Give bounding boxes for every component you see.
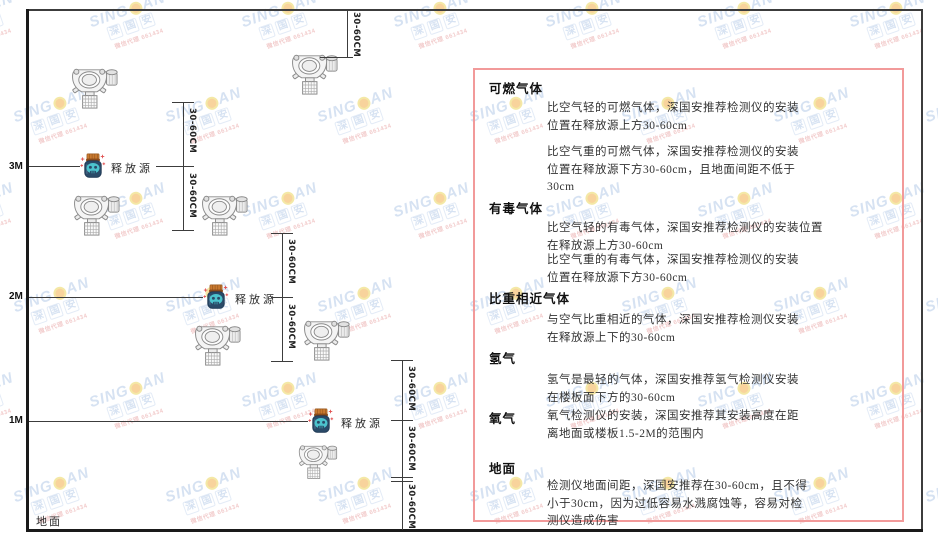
dimension-label: 30-60CM xyxy=(406,426,416,472)
gas-detector-icon xyxy=(73,195,120,236)
dimension-tick xyxy=(391,477,413,478)
installation-guide-panel: 可燃气体 比空气轻的可燃气体，深国安推荐检测仪的安装 位置在释放源上方30-60… xyxy=(473,68,904,527)
section-heading-toxic-gas: 有毒气体 xyxy=(489,202,544,216)
level-label-1m: 1M xyxy=(9,415,23,426)
release-source-icon xyxy=(308,408,334,433)
ground-line xyxy=(27,529,923,532)
dimension-line xyxy=(402,360,403,530)
gas-detector-icon xyxy=(194,325,241,366)
gas-detector-icon xyxy=(291,54,338,95)
dimension-label: 30-60CM xyxy=(286,304,296,350)
dimension-label: 30-60CM xyxy=(406,366,416,412)
gas-detector-icon xyxy=(71,68,118,109)
section-paragraph: 检测仪地面间距，深国安推荐在30-60cm，且不得 小于30cm，因为过低容易水… xyxy=(547,480,808,527)
dimension-tick xyxy=(337,10,358,11)
dimension-label: 30-60CM xyxy=(187,173,197,219)
section-paragraph: 比空气重的可燃气体，深国安推荐检测仪的安装 位置在释放源下方30-60cm，且地… xyxy=(547,146,799,193)
section-heading-combustible-gas: 可燃气体 xyxy=(489,82,544,96)
release-source-label: 释放源 xyxy=(341,418,383,430)
dimension-tick xyxy=(172,102,194,103)
dimension-tick xyxy=(391,420,413,421)
gas-detector-icon xyxy=(298,445,338,479)
section-paragraph: 与空气比重相近的气体，深国安推荐检测仪安装 在释放源上下的30-60cm xyxy=(547,314,799,344)
section-paragraph: 氢气是最轻的气体，深国安推荐氢气检测仪安装 在楼板面下方的30-60cm xyxy=(547,374,799,404)
dimension-label: 30-60CM xyxy=(286,239,296,285)
dimension-tick xyxy=(271,297,293,298)
section-paragraph: 氧气检测仪的安装，深国安推荐其安装高度在距 离地面或楼板1.5-2M的范围内 xyxy=(547,410,799,440)
release-source-icon xyxy=(203,284,229,309)
section-heading-hydrogen: 氢气 xyxy=(489,352,517,366)
section-paragraph: 比空气重的有毒气体，深国安推荐检测仪的安装 位置在释放源下方30-60cm xyxy=(547,254,799,284)
level-connector-3m xyxy=(156,166,174,167)
level-label-2m: 2M xyxy=(9,291,23,302)
gas-detector-icon xyxy=(201,195,248,236)
dimension-label: 30-60CM xyxy=(351,12,361,58)
dimension-tick xyxy=(172,166,194,167)
level-line-2m xyxy=(29,297,203,298)
release-source-label: 释放源 xyxy=(235,294,277,306)
section-paragraph: 比空气轻的有毒气体，深国安推荐检测仪的安装位置 在释放源上方30-60cm xyxy=(547,222,823,252)
release-source-label: 释放源 xyxy=(111,163,153,175)
dimension-label: 30-60CM xyxy=(406,484,416,530)
ground-label: 地面 xyxy=(36,516,62,528)
level-line-3m xyxy=(29,166,80,167)
gas-detector-icon xyxy=(303,320,350,361)
dimension-line xyxy=(347,10,348,58)
dimension-tick xyxy=(271,361,293,362)
dimension-tick xyxy=(391,360,413,361)
dimension-label: 30-60CM xyxy=(187,108,197,154)
dimension-tick xyxy=(391,481,413,482)
section-paragraph: 比空气轻的可燃气体，深国安推荐检测仪的安装 位置在释放源上方30-60cm xyxy=(547,102,799,132)
section-heading-ground: 地面 xyxy=(489,462,517,476)
dimension-tick xyxy=(271,233,293,234)
level-line-1m xyxy=(29,421,308,422)
section-heading-similar-density-gas: 比重相近气体 xyxy=(489,292,571,306)
ceiling-line xyxy=(27,9,923,11)
dimension-tick xyxy=(320,57,353,58)
release-source-icon xyxy=(80,153,106,178)
right-border-line xyxy=(921,9,923,532)
wall-line xyxy=(26,9,29,532)
dimension-tick xyxy=(172,230,194,231)
level-label-3m: 3M xyxy=(9,161,23,172)
section-heading-oxygen: 氧气 xyxy=(489,412,517,426)
